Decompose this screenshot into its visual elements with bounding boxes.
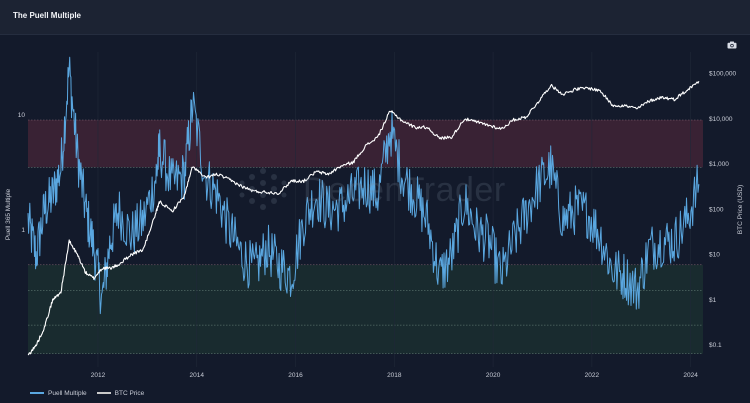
right-tick-label: $10,000: [709, 116, 733, 123]
right-tick-label: $1: [709, 297, 717, 304]
right-tick-label: $10: [709, 252, 720, 259]
left-tick-label: 10: [18, 112, 26, 119]
x-tick-label: 2022: [585, 372, 600, 379]
x-tick-label: 2020: [486, 372, 501, 379]
legend-swatch-puell: [30, 392, 44, 394]
legend-label-puell: Puell Multiple: [48, 389, 87, 397]
axes: 2012 2014 2016 2018 2020 2022 2024 10 1 $100,000 $…: [5, 71, 744, 379]
legend-label-btc-price: BTC Price: [114, 389, 145, 397]
legend-item-btc-price[interactable]: BTC Price: [96, 389, 145, 397]
left-tick-label: 1: [21, 227, 25, 234]
legend: Puell Multiple BTC Price: [30, 387, 144, 399]
camera-icon[interactable]: [727, 41, 737, 49]
left-axis-title: Puell 365 Multiple: [5, 188, 12, 240]
right-tick-label: $0.1: [709, 342, 722, 349]
right-tick-label: $1,000: [709, 161, 729, 168]
x-tick-label: 2012: [91, 372, 106, 379]
x-tick-label: 2016: [288, 372, 303, 379]
chart-title: The Puell Multiple: [13, 11, 82, 20]
x-tick-label: 2018: [387, 372, 402, 379]
series-lines: [27, 56, 700, 356]
grid: [97, 52, 691, 367]
series-line-puell-multiple: [27, 56, 700, 315]
right-tick-label: $100: [709, 206, 724, 213]
x-tick-label: 2024: [683, 372, 698, 379]
band-bottom: [28, 264, 703, 354]
title-bar: The Puell Multiple: [0, 0, 750, 35]
right-tick-label: $100,000: [709, 71, 736, 78]
x-tick-label: 2014: [190, 372, 205, 379]
series-line-btc-price: [27, 80, 700, 356]
legend-swatch-btc: [96, 392, 111, 394]
right-axis-title: BTC Price (USD): [737, 185, 744, 234]
zone-bands: [28, 119, 703, 354]
band-top: [28, 120, 703, 168]
legend-item-puell[interactable]: Puell Multiple: [30, 390, 87, 397]
